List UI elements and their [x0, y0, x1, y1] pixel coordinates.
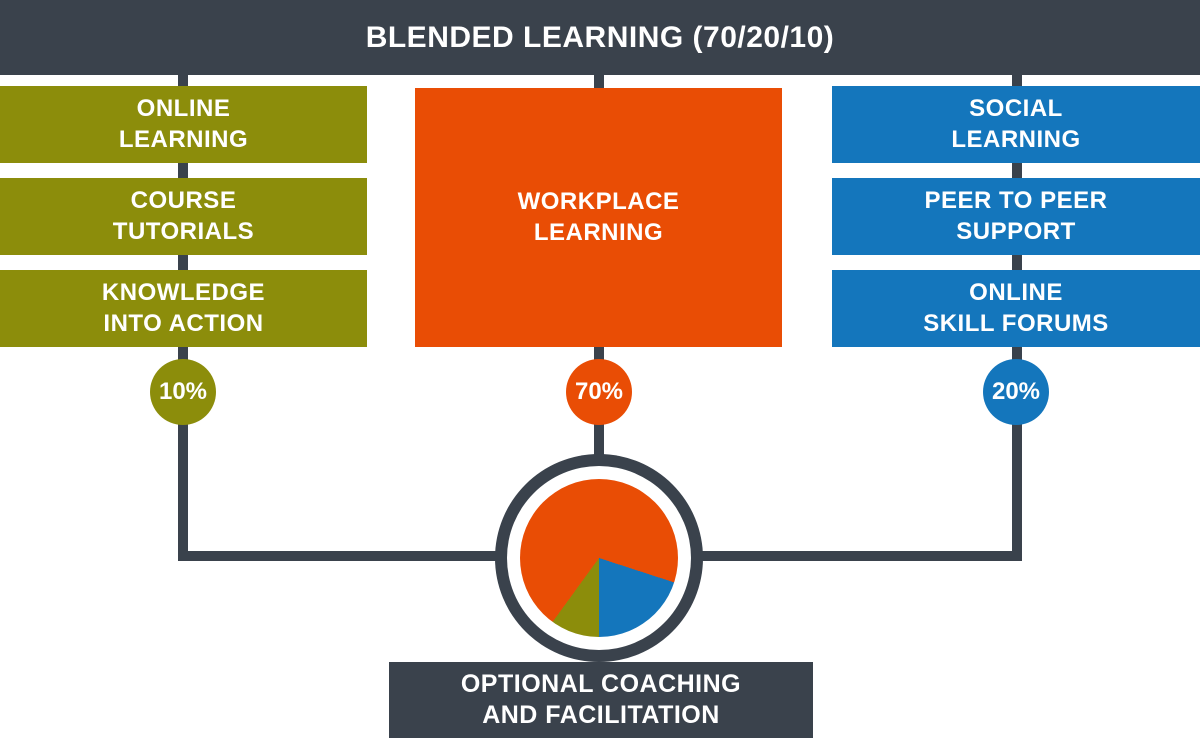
pie-chart	[520, 479, 678, 637]
percent-badge-20: 20%	[983, 359, 1049, 425]
percent-badge-70: 70%	[566, 359, 632, 425]
box-workplace-learning: WORKPLACE LEARNING	[415, 88, 782, 347]
pie-ring	[495, 454, 703, 662]
box-course-tutorials: COURSE TUTORIALS	[0, 178, 367, 255]
diagram-title: BLENDED LEARNING (70/20/10)	[365, 20, 835, 54]
pie-inner-ring	[507, 466, 691, 650]
box-peer-to-peer-support: PEER TO PEER SUPPORT	[832, 178, 1200, 255]
footer-box-optional-coaching: OPTIONAL COACHING AND FACILITATION	[389, 662, 813, 738]
box-online-skill-forums: ONLINE SKILL FORUMS	[832, 270, 1200, 347]
percent-badge-10: 10%	[150, 359, 216, 425]
box-online-learning: ONLINE LEARNING	[0, 86, 367, 163]
header-bar: BLENDED LEARNING (70/20/10)	[0, 0, 1200, 75]
box-social-learning: SOCIAL LEARNING	[832, 86, 1200, 163]
box-knowledge-into-action: KNOWLEDGE INTO ACTION	[0, 270, 367, 347]
